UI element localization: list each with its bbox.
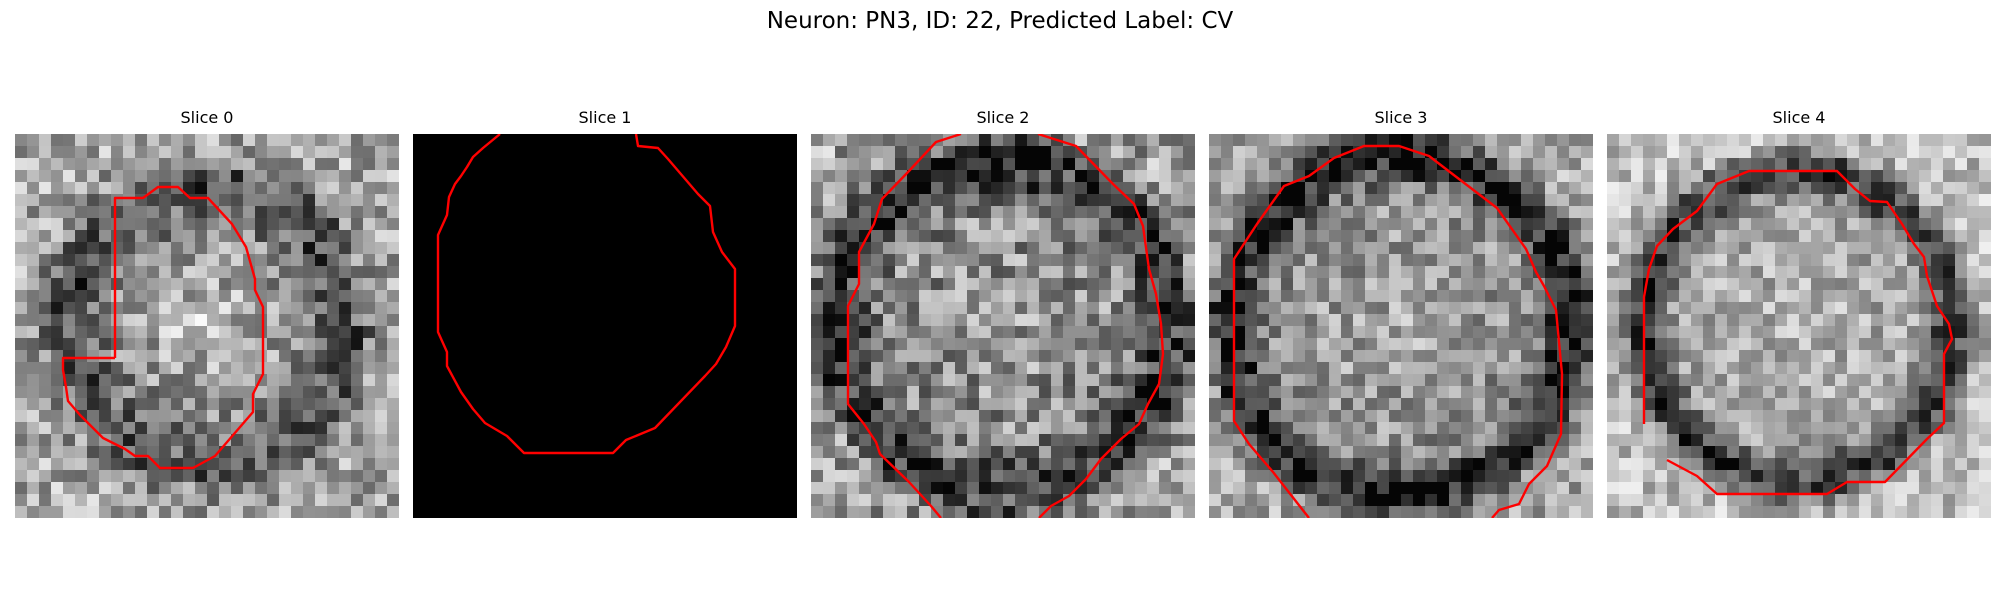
contour-line <box>436 134 737 455</box>
slice-image-3 <box>1209 134 1593 518</box>
slice-image-1 <box>413 134 797 518</box>
slice-title: Slice 4 <box>1772 108 1826 127</box>
slice-title: Slice 2 <box>976 108 1030 127</box>
figure-title: Neuron: PN3, ID: 22, Predicted Label: CV <box>766 8 1234 34</box>
slice-image-4 <box>1607 134 1991 518</box>
contour-line <box>846 134 962 518</box>
contour-line <box>1642 169 1954 496</box>
slice-title: Slice 3 <box>1374 108 1428 127</box>
slice-image-0 <box>15 134 399 518</box>
contour-line <box>1037 134 1165 518</box>
slice-title: Slice 1 <box>578 108 632 127</box>
slice-image-2 <box>811 134 1195 518</box>
contour-line <box>61 185 265 470</box>
contour-line <box>1232 144 1564 518</box>
slice-title: Slice 0 <box>180 108 234 127</box>
